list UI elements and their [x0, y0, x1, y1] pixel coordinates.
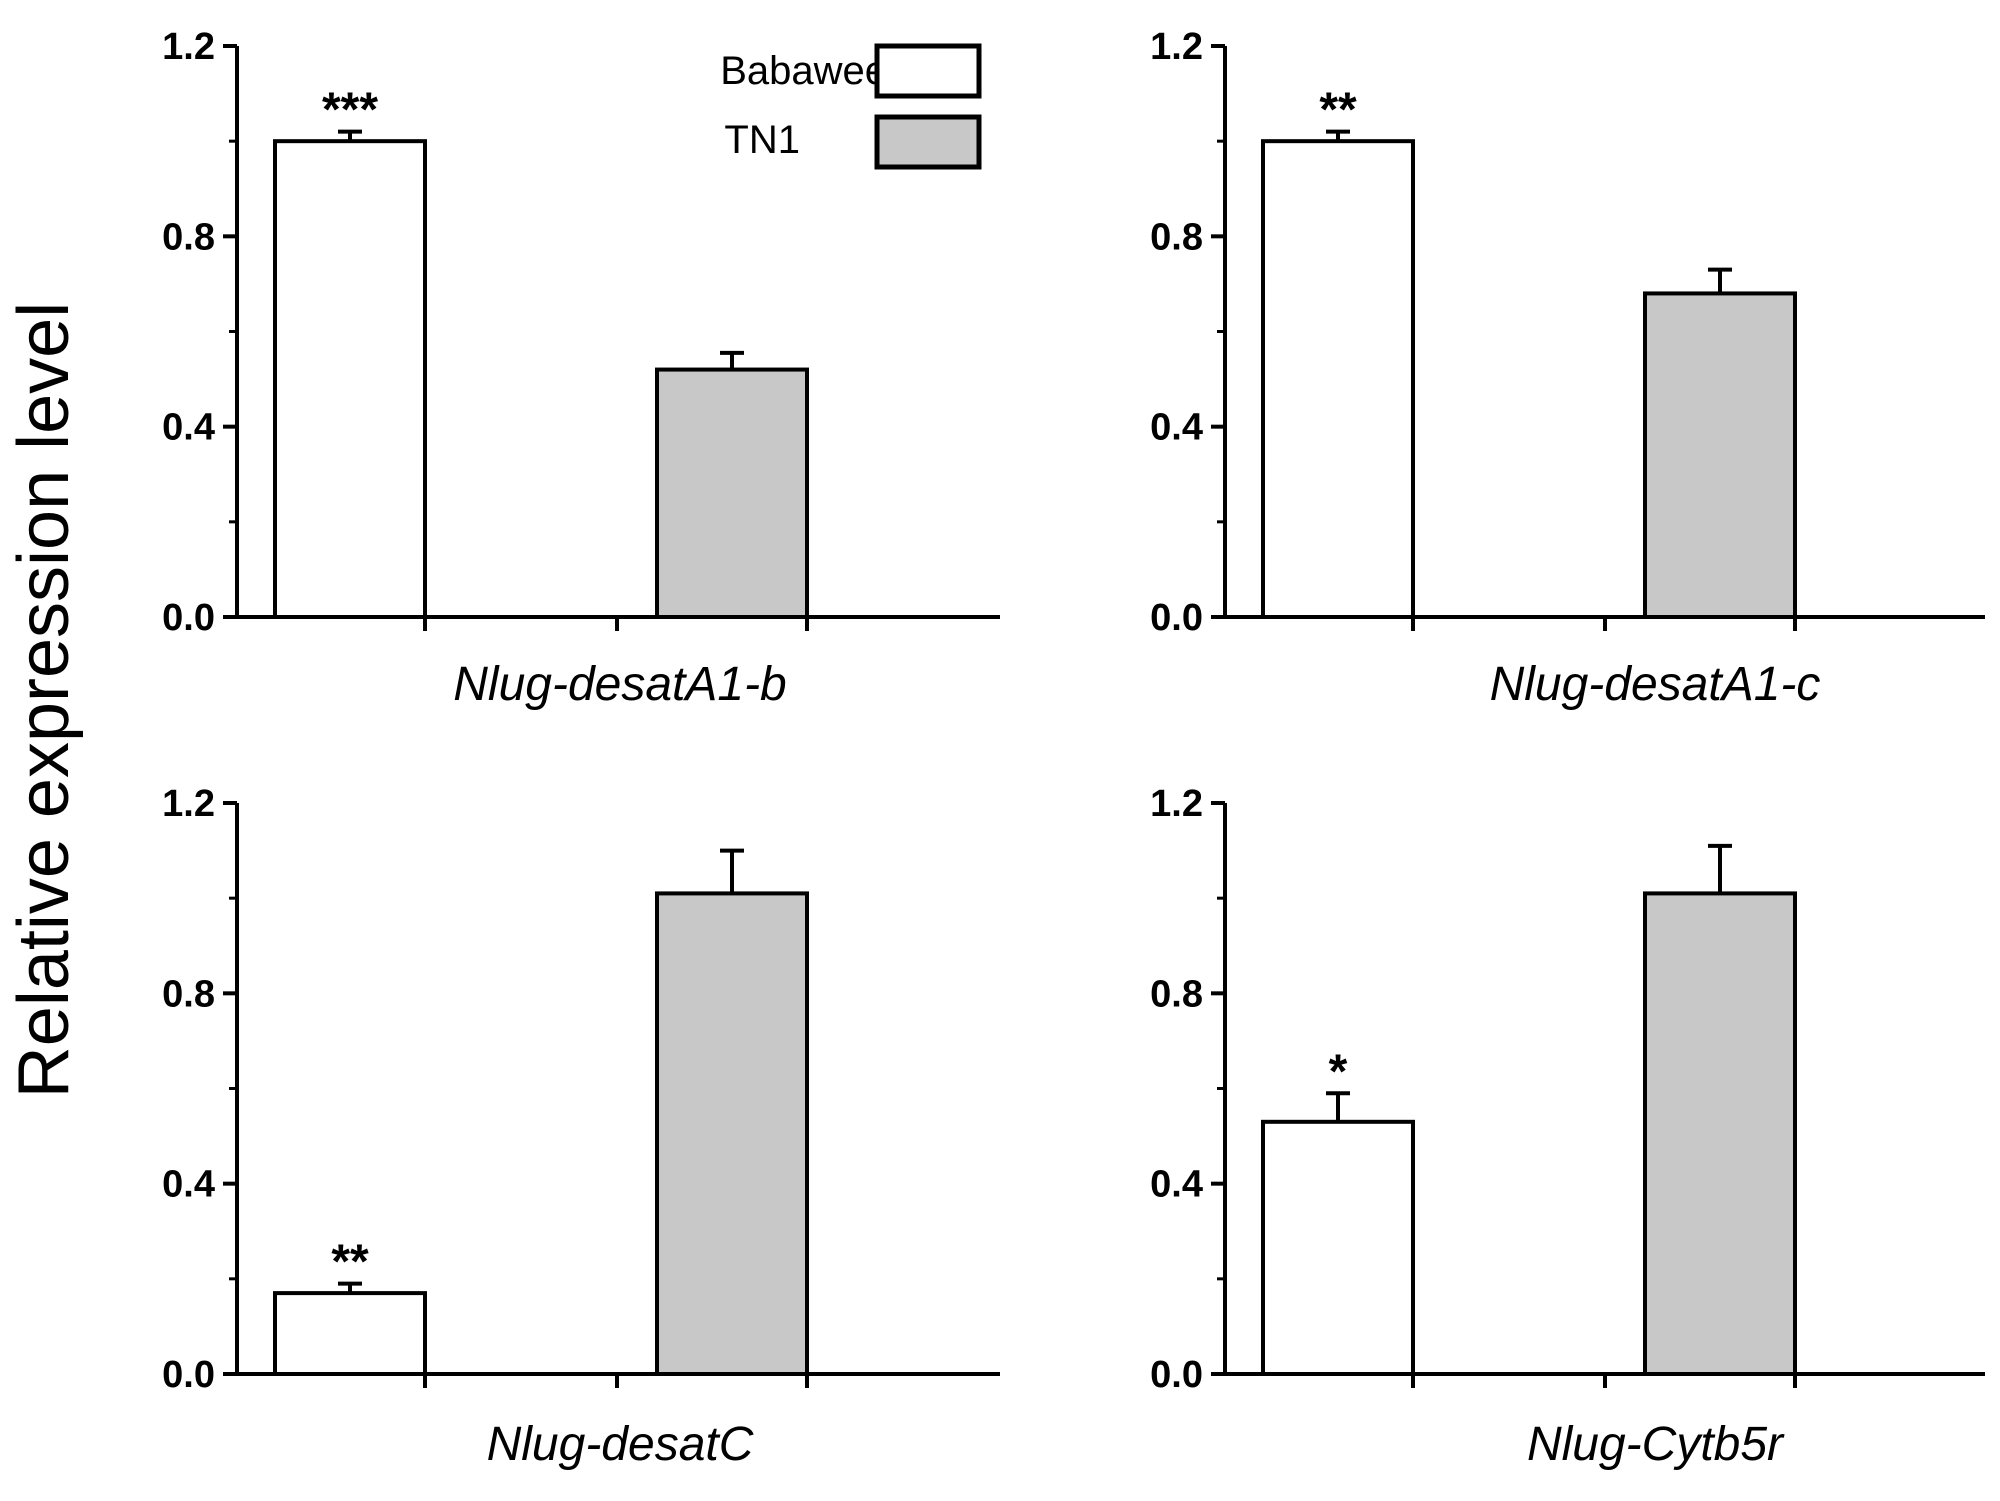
bar-babawee: [1261, 139, 1415, 620]
legend: Babawee TN1: [720, 43, 982, 170]
y-tick-label: 1.2: [1150, 783, 1203, 825]
significance-mark-babawee: **: [331, 1236, 369, 1289]
legend-swatch-babawee: [874, 43, 982, 99]
legend-swatch-tn1: [874, 114, 982, 170]
bar-babawee: [1261, 1119, 1415, 1377]
y-tick-label: 0.4: [162, 1164, 215, 1206]
panel-nlug-desata1-b: *** 0.0 0.4 0.8 1.2 Nlug-desatA1-b: [162, 26, 1000, 711]
significance-mark-babawee: ***: [322, 84, 378, 137]
y-tick-label: 0.4: [162, 407, 215, 449]
category-label-nlug-desatc: Nlug-desatC: [487, 1418, 754, 1471]
bar-babawee: [273, 139, 427, 620]
legend-label-babawee: Babawee: [720, 49, 887, 93]
panel-nlug-desata1-c: ** 0.0 0.4 0.8 1.2 Nlug-desatA1-c: [1150, 26, 1985, 711]
y-tick-label: 0.4: [1150, 407, 1203, 449]
panel-nlug-desatc: ** 0.0 0.4 0.8 1.2 Nlug-desatC: [162, 783, 1000, 1471]
bar-tn1: [1643, 891, 1797, 1376]
significance-mark-babawee: *: [1329, 1045, 1348, 1098]
y-tick-label: 0.4: [1150, 1164, 1203, 1206]
category-label-nlug-desata1-b: Nlug-desatA1-b: [453, 658, 787, 711]
y-tick-label: 0.8: [162, 216, 215, 258]
y-tick-label: 0.0: [1150, 1354, 1203, 1396]
bar-tn1: [655, 367, 809, 620]
y-tick-label: 0.0: [162, 597, 215, 639]
y-tick-label: 0.0: [1150, 597, 1203, 639]
y-tick-label: 0.8: [1150, 216, 1203, 258]
y-tick-label: 1.2: [162, 26, 215, 68]
bar-babawee: [273, 1291, 427, 1376]
panel-nlug-cytb5r: * 0.0 0.4 0.8 1.2 Nlug-Cytb5r: [1150, 783, 1985, 1471]
bar-tn1: [655, 891, 809, 1376]
bar-tn1: [1643, 291, 1797, 619]
significance-mark-babawee: **: [1319, 84, 1357, 137]
legend-label-tn1: TN1: [724, 118, 800, 162]
y-tick-label: 1.2: [1150, 26, 1203, 68]
category-label-nlug-cytb5r: Nlug-Cytb5r: [1527, 1418, 1785, 1471]
category-label-nlug-desata1-c: Nlug-desatA1-c: [1490, 658, 1821, 711]
y-axis-title: Relative expression level: [4, 302, 84, 1098]
y-tick-label: 1.2: [162, 783, 215, 825]
y-tick-label: 0.0: [162, 1354, 215, 1396]
y-tick-label: 0.8: [162, 973, 215, 1015]
y-tick-label: 0.8: [1150, 973, 1203, 1015]
